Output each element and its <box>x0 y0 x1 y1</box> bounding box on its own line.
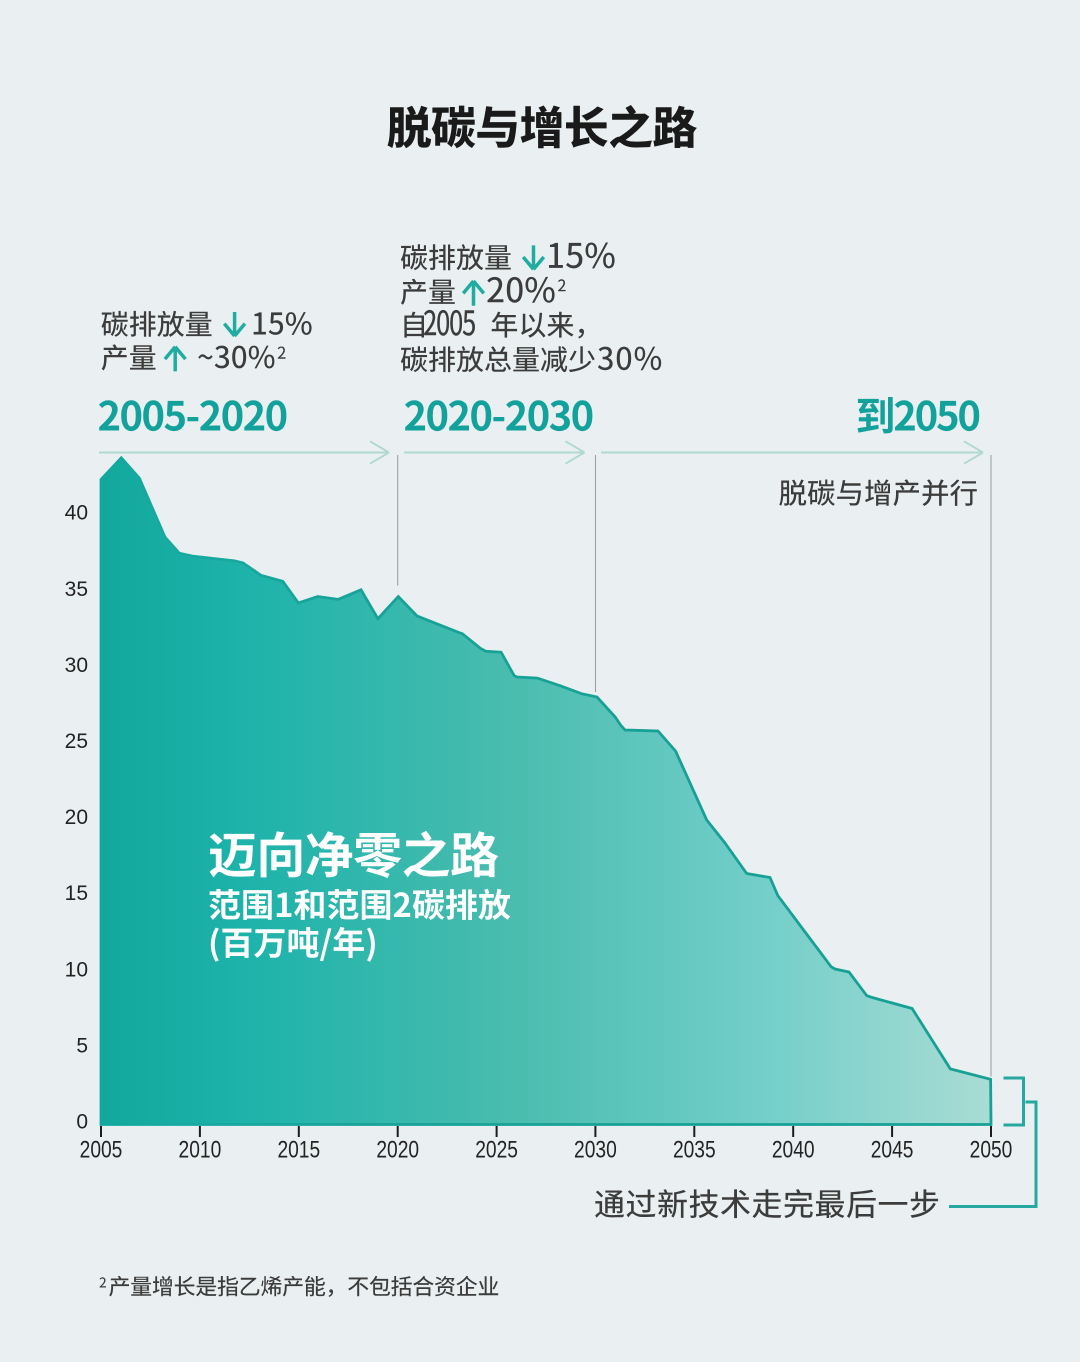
svg-text:2020: 2020 <box>376 1136 419 1164</box>
svg-text:40: 40 <box>65 502 88 525</box>
svg-text:2005: 2005 <box>80 1136 123 1164</box>
svg-text:2050: 2050 <box>970 1136 1013 1164</box>
svg-text:25: 25 <box>65 730 88 753</box>
svg-text:0: 0 <box>76 1111 88 1134</box>
svg-text:2025: 2025 <box>475 1136 518 1164</box>
svg-text:15: 15 <box>65 882 88 905</box>
svg-text:20: 20 <box>65 806 88 829</box>
svg-text:2045: 2045 <box>871 1136 914 1164</box>
svg-text:2035: 2035 <box>673 1136 716 1164</box>
svg-text:2015: 2015 <box>277 1136 320 1164</box>
svg-text:2010: 2010 <box>179 1136 222 1164</box>
svg-text:30: 30 <box>65 654 88 677</box>
svg-text:5: 5 <box>76 1034 88 1057</box>
svg-text:35: 35 <box>65 578 88 601</box>
svg-text:2040: 2040 <box>772 1136 815 1164</box>
svg-text:2030: 2030 <box>574 1136 617 1164</box>
svg-text:10: 10 <box>65 958 88 981</box>
